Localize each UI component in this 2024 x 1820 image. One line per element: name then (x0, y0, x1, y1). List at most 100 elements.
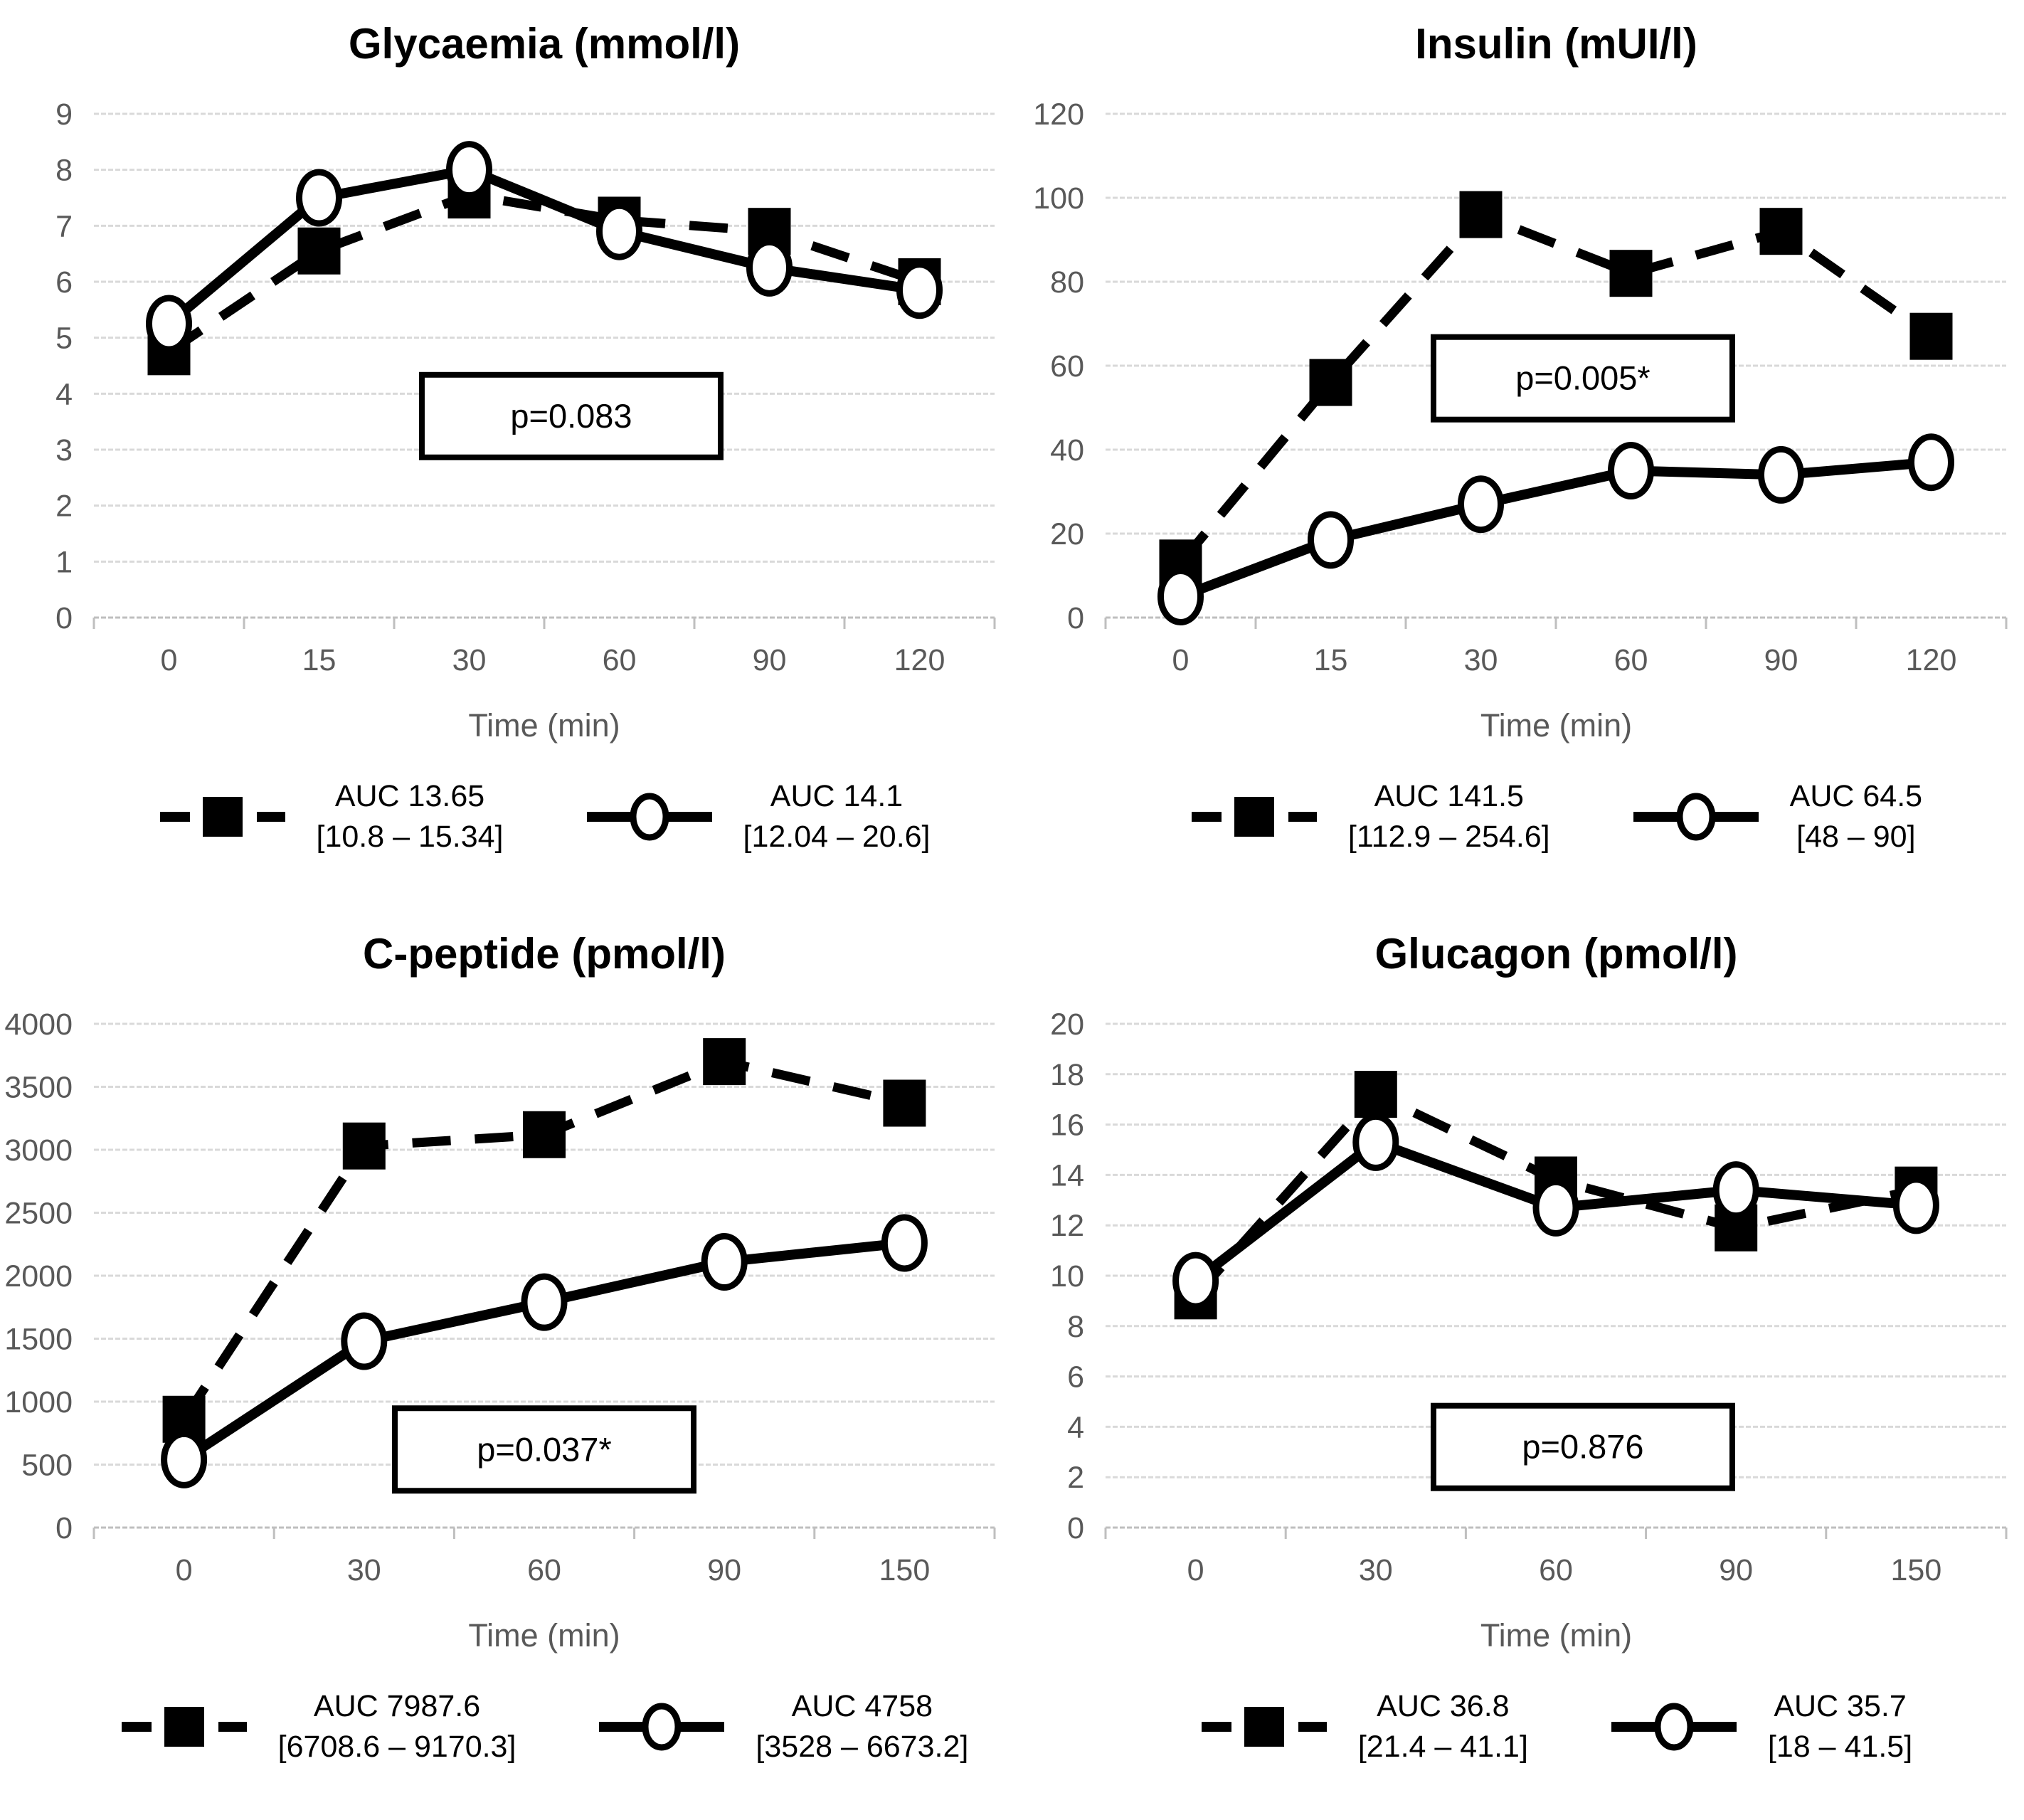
svg-text:7: 7 (55, 209, 73, 243)
series-dashed-square (162, 1038, 926, 1443)
auc-ci: [112.9 – 254.6] (1347, 819, 1550, 854)
legend-entry-dashed-series: AUC 7987.6 [6708.6 – 9170.3] (120, 1686, 516, 1767)
square-marker (1459, 191, 1503, 238)
p-value-label: p=0.083 (510, 397, 632, 435)
legend-entry-dashed-series: AUC 36.8 [21.4 – 41.1] (1200, 1686, 1528, 1767)
p-value-box: p=0.005* (1430, 334, 1735, 423)
circle-marker (1532, 1178, 1579, 1237)
square-marker (1759, 208, 1803, 255)
x-axis-tick-labels: 0 15 30 60 90 120 (1172, 643, 1957, 677)
svg-text:3: 3 (55, 433, 73, 467)
svg-text:6: 6 (55, 265, 73, 300)
svg-text:0: 0 (161, 643, 178, 677)
svg-text:10: 10 (1050, 1259, 1084, 1293)
x-axis-title: Time (min) (1480, 707, 1633, 744)
svg-text:0: 0 (55, 1511, 73, 1545)
auc-value: AUC 13.65 (334, 778, 485, 813)
legend-entry-solid-series: AUC 14.1 [12.04 – 20.6] (586, 776, 931, 857)
svg-text:60: 60 (603, 643, 637, 677)
svg-text:2: 2 (1067, 1461, 1084, 1495)
circle-marker (596, 202, 642, 260)
auc-ci: [6708.6 – 9170.3] (277, 1729, 516, 1764)
svg-text:30: 30 (1359, 1553, 1393, 1587)
square-marker (1309, 359, 1352, 406)
x-axis (92, 1526, 996, 1539)
auc-ci: [12.04 – 20.6] (743, 819, 931, 854)
svg-text:4: 4 (1067, 1410, 1084, 1444)
chart-title-insulin: Insulin (mUI/l) (1415, 20, 1697, 68)
insulin-plot-area: 0 20 40 60 80 100 120 0 15 30 60 90 120 p=0.005* (1033, 97, 2008, 677)
p-value-box: p=0.876 (1430, 1402, 1735, 1491)
auc-ci: [3528 – 6673.2] (756, 1729, 969, 1764)
chart-title-c-peptide: C-peptide (pmol/l) (363, 930, 726, 978)
svg-text:3500: 3500 (4, 1071, 73, 1105)
circle-marker (701, 1233, 748, 1291)
y-axis-tick-labels: 0 20 40 60 80 100 120 (1033, 97, 1084, 635)
circle-marker (446, 141, 492, 199)
auc-ci: [10.8 – 15.34] (316, 819, 504, 854)
svg-text:500: 500 (21, 1449, 73, 1483)
svg-text:150: 150 (1891, 1553, 1942, 1587)
square-marker (1909, 312, 1953, 360)
svg-text:90: 90 (1764, 643, 1798, 677)
auc-ci: [48 – 90] (1796, 819, 1916, 854)
svg-text:80: 80 (1050, 265, 1084, 300)
solid-circle-series-icon (586, 793, 712, 840)
square-marker (1609, 250, 1653, 297)
svg-text:20: 20 (1050, 517, 1084, 551)
legend-label: AUC 4758 [3528 – 6673.2] (756, 1686, 968, 1767)
square-marker (883, 1079, 926, 1127)
svg-text:1: 1 (55, 545, 73, 579)
chart-title-glycaemia: Glycaemia (mmol/l) (348, 20, 741, 68)
svg-text:20: 20 (1050, 1007, 1084, 1042)
x-axis (92, 616, 996, 629)
series-solid-circle (1172, 1113, 1939, 1310)
circle-marker (521, 1273, 568, 1331)
svg-text:90: 90 (753, 643, 787, 677)
circle-marker (881, 1214, 928, 1272)
svg-text:0: 0 (1067, 1511, 1084, 1545)
circle-marker (1172, 1252, 1219, 1310)
square-marker (703, 1038, 746, 1086)
svg-text:0: 0 (1187, 1553, 1204, 1587)
svg-text:30: 30 (347, 1553, 381, 1587)
auc-value: AUC 64.5 (1789, 778, 1923, 813)
svg-text:60: 60 (1614, 643, 1648, 677)
circle-marker (296, 169, 342, 227)
svg-text:90: 90 (1719, 1553, 1753, 1587)
svg-text:60: 60 (527, 1553, 561, 1587)
svg-text:30: 30 (1464, 643, 1498, 677)
y-axis-tick-labels: 0 2 4 6 8 10 12 14 16 18 20 (1050, 1007, 1084, 1545)
auc-value: AUC 141.5 (1374, 778, 1524, 813)
svg-text:15: 15 (1314, 643, 1348, 677)
square-marker (523, 1111, 566, 1158)
circle-marker (1352, 1113, 1399, 1171)
svg-text:40: 40 (1050, 433, 1084, 467)
panel-insulin: Insulin (mUI/l) 0 20 40 60 80 100 120 0 15 30 60 90… (1012, 0, 2024, 910)
gridlines (1106, 1022, 2006, 1478)
svg-text:100: 100 (1033, 181, 1084, 216)
circle-marker (1712, 1161, 1759, 1219)
svg-text:8: 8 (1067, 1310, 1084, 1344)
solid-circle-series-icon (599, 1703, 725, 1750)
legend-label: AUC 35.7 [18 – 41.5] (1768, 1686, 1912, 1767)
svg-text:15: 15 (302, 643, 337, 677)
p-value-box: p=0.037* (392, 1405, 696, 1494)
x-axis-tick-labels: 0 30 60 90 150 (1187, 1553, 1942, 1587)
svg-text:2500: 2500 (4, 1197, 73, 1231)
dashed-square-series-icon (121, 1706, 247, 1747)
circle-marker (1458, 475, 1504, 534)
legend-entry-solid-series: AUC 64.5 [48 – 90] (1632, 776, 1922, 857)
svg-text:18: 18 (1050, 1058, 1084, 1092)
legend-label: AUC 14.1 [12.04 – 20.6] (743, 776, 931, 857)
legend-label: AUC 13.65 [10.8 – 15.34] (317, 776, 504, 857)
solid-circle-series-icon (1633, 793, 1759, 840)
svg-text:60: 60 (1539, 1553, 1573, 1587)
svg-text:0: 0 (1067, 601, 1084, 635)
dashed-square-series-icon (159, 796, 285, 837)
svg-text:60: 60 (1050, 349, 1084, 383)
legend-c-peptide: AUC 7987.6 [6708.6 – 9170.3] AUC 4758 [3… (77, 1657, 1012, 1796)
auc-value: AUC 14.1 (770, 778, 904, 813)
